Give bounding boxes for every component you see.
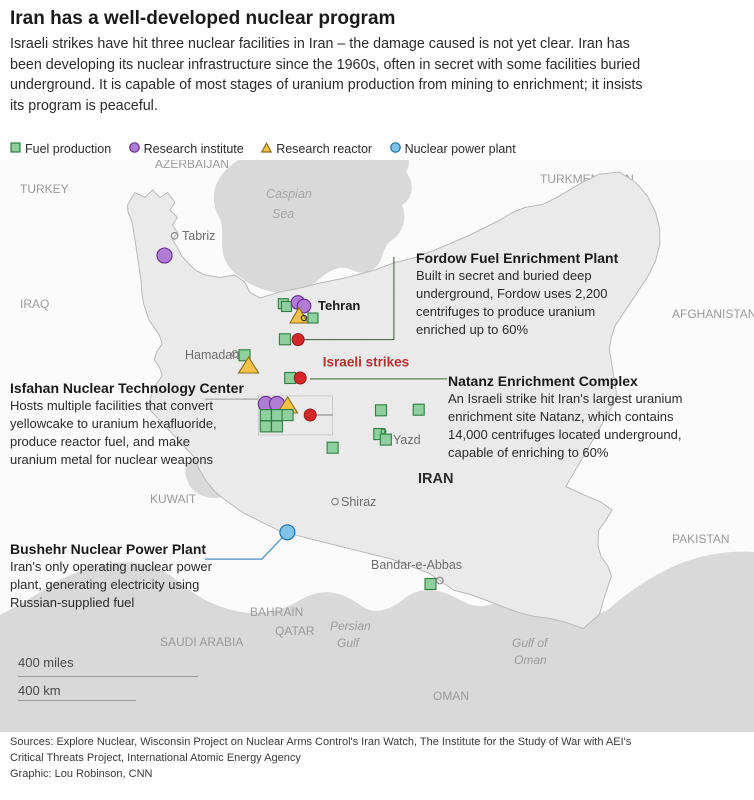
svg-text:AZERBAIJAN: AZERBAIJAN — [155, 160, 229, 171]
svg-text:IRAN: IRAN — [418, 471, 453, 487]
svg-text:Bandar-e-Abbas: Bandar-e-Abbas — [371, 558, 462, 572]
svg-text:BAHRAIN: BAHRAIN — [250, 605, 303, 619]
svg-text:Gulf: Gulf — [337, 636, 361, 650]
svg-text:Tabriz: Tabriz — [182, 229, 215, 243]
svg-text:AFGHANISTAN: AFGHANISTAN — [672, 307, 754, 321]
svg-text:SAUDI ARABIA: SAUDI ARABIA — [160, 635, 243, 649]
svg-text:Persian: Persian — [330, 619, 371, 633]
svg-text:KUWAIT: KUWAIT — [150, 492, 197, 506]
svg-text:Caspian: Caspian — [266, 187, 312, 201]
svg-text:Gulf of: Gulf of — [512, 636, 549, 650]
svg-text:Hamadan: Hamadan — [185, 348, 239, 362]
svg-text:Sea: Sea — [272, 207, 294, 221]
svg-text:IRAQ: IRAQ — [20, 297, 49, 311]
svg-text:Oman: Oman — [514, 653, 547, 667]
svg-text:Shiraz: Shiraz — [341, 495, 376, 509]
svg-text:QATAR: QATAR — [275, 624, 315, 638]
svg-text:Yazd: Yazd — [393, 433, 421, 447]
svg-text:PAKISTAN: PAKISTAN — [672, 532, 730, 546]
svg-text:Tehran: Tehran — [318, 298, 360, 313]
svg-text:Israeli strikes: Israeli strikes — [323, 355, 409, 370]
svg-text:TURKEY: TURKEY — [20, 182, 69, 196]
svg-text:OMAN: OMAN — [433, 689, 469, 703]
